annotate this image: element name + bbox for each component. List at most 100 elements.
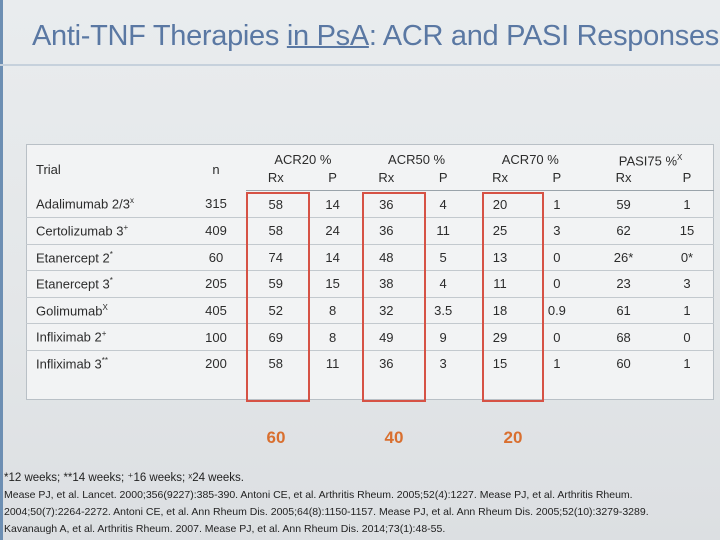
cell-acr50-p: 11 <box>412 217 474 245</box>
footnote-reference: Mease PJ, et al. Lancet. 2000;356(9227):… <box>4 487 718 504</box>
group-header-acr50: ACR50 % <box>388 151 446 167</box>
cell-acr50-rx: 49 <box>359 323 413 351</box>
col-header-n: n <box>212 162 220 178</box>
table-row: GolimumabX 405 52 8 32 3.5 18 0.9 61 1 <box>26 297 714 325</box>
cell-pasi-rx: 68 <box>587 323 660 351</box>
cell-pasi-rx: 62 <box>587 217 660 245</box>
trial-footnote-marker: ** <box>101 356 108 366</box>
cell-pasi-rx: 61 <box>587 297 660 325</box>
subheader-rx: Rx <box>359 169 413 192</box>
subheader-p: P <box>412 169 474 192</box>
cell-acr50-rx: 32 <box>359 297 413 325</box>
cell-acr70-p: 1 <box>553 356 561 372</box>
subheader-p: P <box>526 169 588 192</box>
cell-acr70-p: 0 <box>526 323 588 351</box>
cell-acr20-p: 14 <box>305 190 360 218</box>
cell-acr70-p: 1 <box>526 190 588 218</box>
table-header-row: Trial n ACR20 % ACR50 % ACR70 % PASI75 %… <box>26 144 714 178</box>
table-row: Etanercept 2* 60 74 14 48 5 13 0 26* 0* <box>26 244 714 272</box>
cell-pasi-p: 0* <box>659 244 714 272</box>
cell-acr50-p: 5 <box>412 244 474 272</box>
trial-name: Golimumab <box>36 303 103 319</box>
subheader-p: P <box>659 169 714 192</box>
footnote-reference: 2004;50(7):2264-2272. Antoni CE, et al. … <box>4 504 718 521</box>
acr20-rx-highlight-box <box>246 192 310 402</box>
cell-acr70-p: 0.9 <box>526 297 588 325</box>
trial-name: Infliximab 2 <box>36 329 102 345</box>
slide-title: Anti-TNF Therapies in PsA: ACR and PASI … <box>32 20 719 53</box>
trial-footnote-marker: x <box>129 196 134 206</box>
cell-n: 205 <box>186 270 246 298</box>
table-row: Infliximab 2+ 100 69 8 49 9 29 0 68 0 <box>26 323 714 351</box>
footnote-reference: Kavanaugh A, et al. Arthritis Rheum. 200… <box>4 521 718 538</box>
table-body: Adalimumab 2/3x 315 58 14 36 4 20 1 59 1 Certolizu… <box>26 190 714 377</box>
cell-pasi-p: 0 <box>659 323 714 351</box>
cell-acr70-p: 0 <box>526 270 588 298</box>
group-header-pasi75: PASI75 %X <box>587 144 714 169</box>
cell-acr20-p: 15 <box>305 270 360 298</box>
trial-name: Etanercept 2 <box>36 249 110 265</box>
cell-trial: Etanercept 2* <box>26 244 186 272</box>
cell-acr50-rx: 48 <box>359 244 413 272</box>
acr50-rx-highlight-box <box>362 192 426 402</box>
cell-n: 405 <box>186 297 246 325</box>
subheader-rx: Rx <box>587 169 660 192</box>
cell-acr50-p: 3.5 <box>412 297 474 325</box>
cell-acr20-rx: 74 <box>246 244 306 272</box>
cell-pasi-p: 15 <box>659 217 714 245</box>
trial-name: Adalimumab 2/3 <box>36 196 130 212</box>
table-row: Infliximab 3** 200 58 11 36 3 15 1 60 1 <box>26 350 714 376</box>
group-header-acr20: ACR20 % <box>274 151 332 167</box>
title-prefix: Anti-TNF Therapies <box>32 20 287 52</box>
cell-pasi-p: 1 <box>659 190 714 218</box>
pasi75-label-sup: X <box>677 153 683 162</box>
table-row: Certolizumab 3+ 409 58 24 36 11 25 3 62 15 <box>26 217 714 245</box>
reference-text: 2004;50(7):2264-2272. Antoni CE, et al. … <box>4 506 649 518</box>
slide-left-accent <box>0 0 3 540</box>
table-subheader-row: Rx P Rx P Rx P Rx P <box>26 169 714 192</box>
cell-acr50-p: 9 <box>412 323 474 351</box>
reference-text: Mease PJ, et al. Lancet. 2000;356(9227):… <box>4 489 633 501</box>
trial-footnote-marker: + <box>101 329 107 339</box>
cell-acr50-p: 4 <box>412 270 474 298</box>
response-table: Trial n ACR20 % ACR50 % ACR70 % PASI75 %… <box>26 144 714 376</box>
trial-name: Etanercept 3 <box>36 276 110 292</box>
cell-n: 315 <box>186 190 246 218</box>
cell-pasi-p: 3 <box>659 270 714 298</box>
cell-pasi-p: 1 <box>659 297 714 325</box>
cell-acr70-rx: 15 <box>492 356 508 372</box>
pasi75-label: PASI75 % <box>618 153 678 169</box>
cell-acr20-p: 8 <box>305 297 360 325</box>
acr50-highlight-label: 40 <box>384 428 404 447</box>
cell-acr20-rx: 69 <box>246 323 306 351</box>
cell-trial: Adalimumab 2/3x <box>26 190 186 218</box>
cell-acr20-rx: 52 <box>246 297 306 325</box>
cell-acr20-p: 11 <box>325 356 340 372</box>
table-row: Etanercept 3* 205 59 15 38 4 11 0 23 3 <box>26 270 714 298</box>
cell-acr70-p: 0 <box>526 244 588 272</box>
title-underlined: in PsA <box>286 20 369 52</box>
cell-acr20-rx: 58 <box>246 217 306 245</box>
cell-trial: GolimumabX <box>26 297 186 325</box>
cell-n: 200 <box>205 356 227 372</box>
acr20-highlight-label: 60 <box>266 428 286 447</box>
cell-trial: Etanercept 3* <box>26 270 186 298</box>
cell-acr20-rx: 59 <box>246 270 306 298</box>
cell-pasi-p: 1 <box>683 356 691 372</box>
acr70-rx-highlight-box <box>482 192 544 402</box>
trial-name: Infliximab 3 <box>36 356 102 372</box>
cell-acr50-rx: 36 <box>379 356 394 372</box>
cell-acr20-p: 24 <box>305 217 360 245</box>
cell-acr20-rx: 58 <box>246 190 306 218</box>
cell-acr50-rx: 38 <box>359 270 413 298</box>
cell-trial: Certolizumab 3+ <box>26 217 186 245</box>
cell-acr70-p: 3 <box>526 217 588 245</box>
title-suffix: : ACR and PASI Responses <box>368 20 719 52</box>
trial-footnote-marker: X <box>102 302 108 312</box>
cell-trial: Infliximab 2+ <box>26 323 186 351</box>
cell-pasi-rx: 60 <box>616 356 631 372</box>
trial-name: Certolizumab 3 <box>36 223 124 239</box>
group-header-acr70: ACR70 % <box>501 151 559 167</box>
acr70-highlight-label: 20 <box>503 428 523 447</box>
